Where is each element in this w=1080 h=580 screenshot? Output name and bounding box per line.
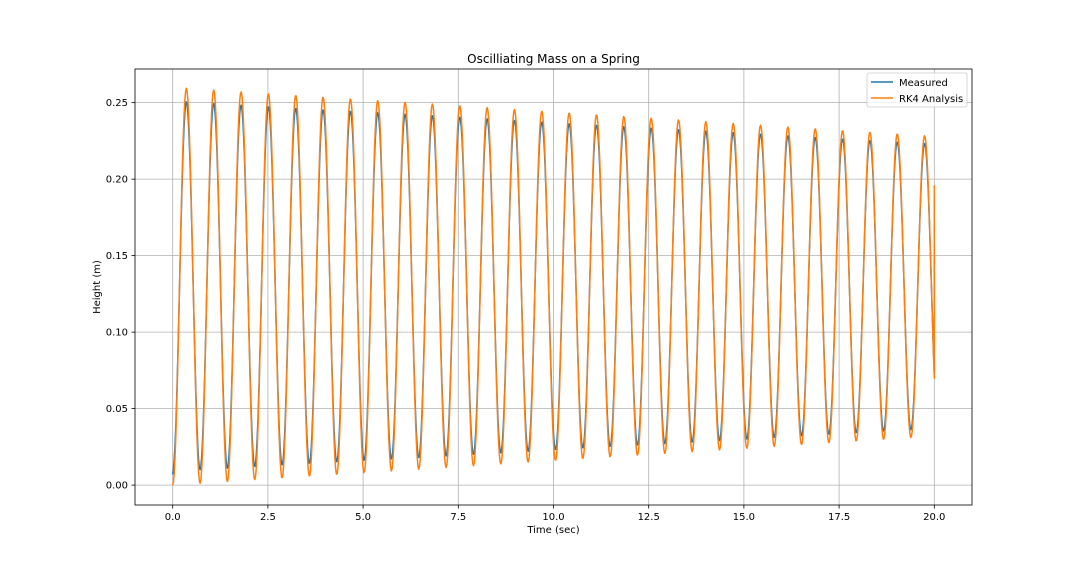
y-tick-label: 0.05 — [106, 404, 128, 415]
y-tick-label: 0.20 — [106, 175, 128, 186]
series-layer — [171, 87, 936, 486]
x-tick-label: 20.0 — [923, 512, 945, 523]
y-tick-label: 0.00 — [106, 481, 128, 492]
x-axis-label: Time (sec) — [526, 525, 579, 536]
series-line-rk4-analysis — [171, 87, 936, 486]
chart-title: Oscilliating Mass on a Spring — [467, 52, 640, 66]
x-tick-label: 0.0 — [165, 512, 181, 523]
x-tick-label: 5.0 — [355, 512, 371, 523]
x-tick-label: 7.5 — [450, 512, 466, 523]
legend-label-measured: Measured — [899, 78, 948, 89]
x-tick-label: 10.0 — [542, 512, 564, 523]
x-tick-label: 12.5 — [638, 512, 660, 523]
x-tick-label: 15.0 — [733, 512, 755, 523]
legend: Measured RK4 Analysis — [866, 72, 968, 108]
x-tick-label: 17.5 — [828, 512, 850, 523]
legend-label-rk4: RK4 Analysis — [899, 94, 963, 105]
y-tick-label: 0.10 — [106, 328, 128, 339]
x-tick-label: 2.5 — [260, 512, 276, 523]
y-tick-label: 0.15 — [106, 251, 128, 262]
y-tick-label: 0.25 — [106, 98, 128, 109]
axis-ticks: 0.0 2.5 5.0 7.5 10.0 12.5 15.0 17.5 20.0 0.00 0.05… — [106, 98, 946, 523]
y-axis-label: Height (m) — [92, 260, 103, 314]
